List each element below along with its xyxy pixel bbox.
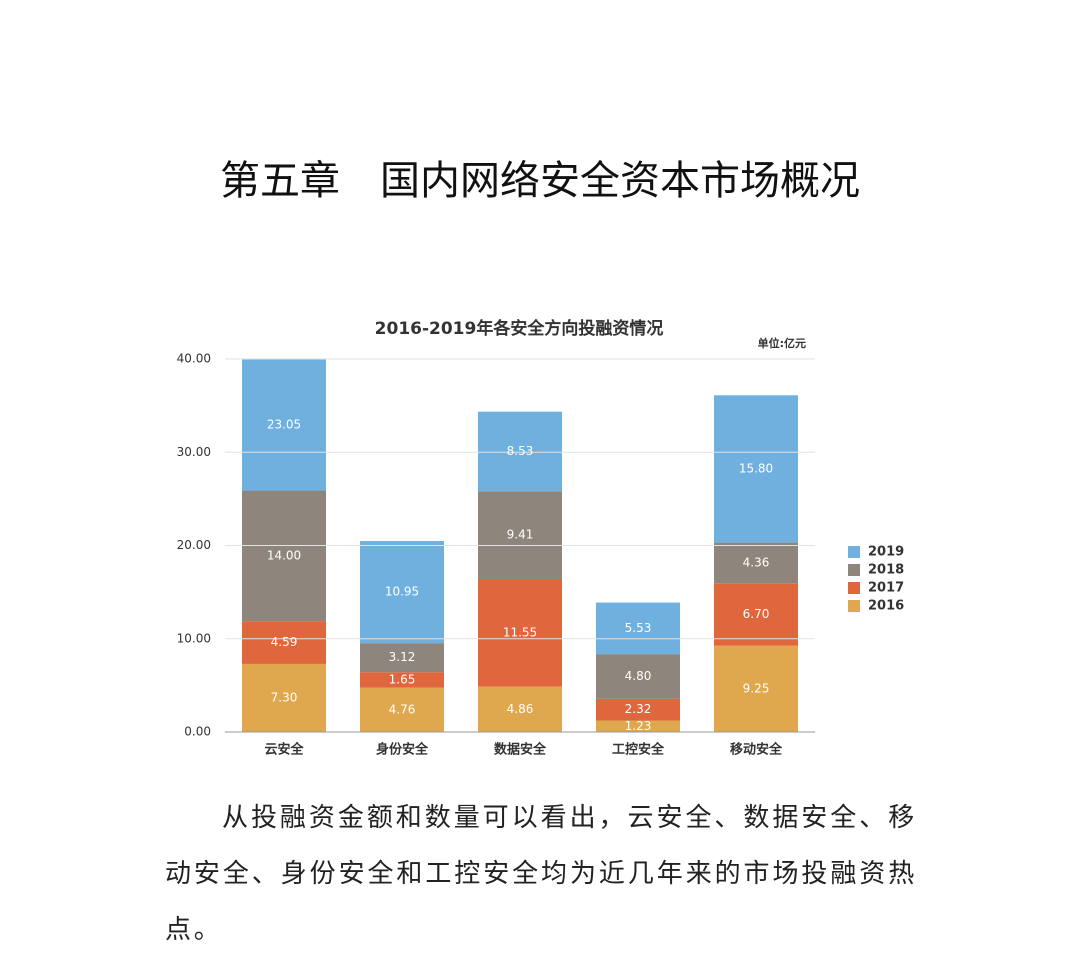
y-tick-label: 20.00 xyxy=(177,538,211,552)
legend-label: 2017 xyxy=(868,581,904,596)
bar-segment xyxy=(596,602,680,655)
heading: 第五章 国内网络安全资本市场概况 xyxy=(220,158,860,204)
bar-segment xyxy=(596,720,680,732)
legend-swatch xyxy=(848,546,860,558)
data-label: 1.23 xyxy=(625,719,652,733)
y-tick-label: 40.00 xyxy=(177,352,211,366)
data-label: 7.30 xyxy=(271,690,298,704)
data-label: 2.32 xyxy=(625,702,652,716)
bar-segment xyxy=(360,687,444,732)
data-label: 8.53 xyxy=(507,444,534,458)
legend-swatch xyxy=(848,600,860,612)
data-label: 10.95 xyxy=(385,585,419,599)
bar-segment xyxy=(242,359,326,491)
y-tick-label: 30.00 xyxy=(177,445,211,459)
data-label: 4.59 xyxy=(271,635,298,649)
data-label: 11.55 xyxy=(503,625,537,639)
bar-segment xyxy=(360,672,444,688)
legend-label: 2018 xyxy=(868,563,904,578)
bar-segment xyxy=(596,698,680,721)
bar-segment xyxy=(242,621,326,664)
bar-segment xyxy=(242,490,326,622)
bar-segment xyxy=(360,541,444,644)
x-tick-label: 数据安全 xyxy=(494,742,547,758)
y-tick-label: 0.00 xyxy=(184,725,211,739)
data-label: 3.12 xyxy=(389,650,416,664)
data-label: 5.53 xyxy=(625,621,652,635)
unit-label: 单位:亿元 xyxy=(758,336,806,350)
bar-segment xyxy=(478,491,562,579)
y-tick-label: 10.00 xyxy=(177,631,211,645)
data-label: 4.36 xyxy=(743,555,770,569)
data-label: 4.76 xyxy=(389,702,416,716)
x-tick-label: 云安全 xyxy=(264,742,304,758)
data-label: 6.70 xyxy=(743,607,770,621)
data-label: 4.80 xyxy=(625,669,652,683)
chart-title: 2016-2019年各安全方向投融资情况 xyxy=(375,318,664,339)
legend-swatch xyxy=(848,582,860,594)
paragraph: 从投融资金额和数量可以看出，云安全、数据安全、移动安全、身份安全和工控安全均为近… xyxy=(165,803,917,945)
x-tick-label: 工控安全 xyxy=(612,742,665,758)
chart: 2016-2019年各安全方向投融资情况 单位:亿元 0.00 10.00 20.0… xyxy=(177,318,905,758)
x-tick-label: 身份安全 xyxy=(376,742,429,758)
legend-label: 2019 xyxy=(868,545,904,560)
bar-segment xyxy=(478,411,562,492)
bar-segment xyxy=(714,645,798,732)
bar-segment xyxy=(242,663,326,732)
bar-segment xyxy=(714,542,798,584)
bar-segment xyxy=(478,686,562,732)
data-label: 4.86 xyxy=(507,702,534,716)
data-label: 9.25 xyxy=(743,681,770,695)
x-tick-label: 移动安全 xyxy=(730,742,783,758)
data-label: 14.00 xyxy=(267,548,301,562)
data-label: 9.41 xyxy=(507,528,534,542)
bar-segment xyxy=(478,578,562,687)
legend-swatch xyxy=(848,564,860,576)
data-label: 15.80 xyxy=(739,461,773,475)
bar-segment xyxy=(596,654,680,699)
data-label: 1.65 xyxy=(389,672,416,686)
bar-segment xyxy=(360,643,444,673)
bar-segment xyxy=(714,583,798,646)
legend-label: 2016 xyxy=(868,599,904,614)
bar-segment xyxy=(714,395,798,543)
data-label: 23.05 xyxy=(267,417,301,431)
